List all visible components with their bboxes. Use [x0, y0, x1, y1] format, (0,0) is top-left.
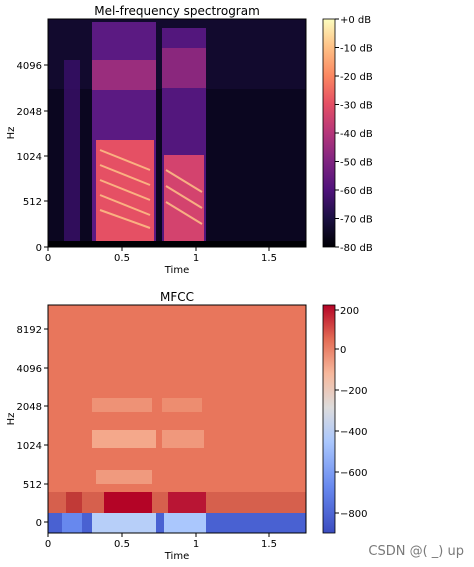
mfcc-band-light: [92, 430, 156, 448]
mfcc-coef1-peak-2: [104, 492, 152, 513]
spec-y-tick-label-2048: 2048: [17, 107, 42, 118]
cbar1-label-30: -30 dB: [340, 101, 373, 112]
cbar2-label-m400: −400: [340, 427, 367, 438]
cbar1-label-50: -50 dB: [340, 158, 373, 169]
mfcc-band-light-2: [162, 430, 204, 448]
cbar2-label-m600: −600: [340, 468, 367, 479]
mfcc-x-label: Time: [164, 551, 189, 562]
spec-x-tick-label-1.5: 1.5: [261, 253, 277, 264]
spectrogram-title: Mel-frequency spectrogram: [94, 4, 260, 18]
mfcc-x-tick-label-0: 0: [45, 539, 51, 550]
spectrogram-heatmap: [48, 19, 306, 247]
spectrogram-low-energy-2: [164, 155, 204, 245]
spectrogram-colorbar: [323, 19, 335, 247]
mfcc-colorbar: [323, 305, 335, 533]
cbar1-label-10: -10 dB: [340, 44, 373, 55]
mfcc-y-tick-label-1024: 1024: [17, 441, 42, 452]
mfcc-y-tick-label-512: 512: [23, 480, 42, 491]
mfcc-y-tick-label-8192: 8192: [17, 325, 42, 336]
mfcc-y-tick-label-2048: 2048: [17, 402, 42, 413]
mfcc-y-ticks: 8192 4096 2048 1024 512 0: [17, 325, 48, 529]
mfcc-x-ticks: 0 0.5 1 1.5: [45, 533, 277, 550]
spec-x-tick-label-0.5: 0.5: [114, 253, 130, 264]
spectrogram-hf-band-1: [92, 60, 156, 90]
spectrogram-y-ticks: 4096 2048 1024 512 0: [17, 61, 48, 254]
mfcc-y-label: Hz: [6, 413, 17, 426]
spec-x-tick-label-1: 1: [193, 253, 199, 264]
mfcc-band-mid: [92, 398, 152, 412]
mfcc-colorbar-ticks: 200 0 −200 −400 −600 −800: [335, 306, 367, 520]
mfcc-coef0-light-3: [164, 513, 206, 533]
cbar2-label-0: 0: [340, 345, 346, 356]
spectrogram-low-energy-1: [96, 140, 154, 245]
mfcc-band-low: [96, 470, 152, 484]
cbar2-label-m800: −800: [340, 509, 367, 520]
watermark-text: CSDN @( _) up: [368, 544, 464, 559]
spectrogram-colorbar-ticks: +0 dB -10 dB -20 dB -30 dB -40 dB -50 dB…: [335, 15, 373, 254]
cbar1-label-60: -60 dB: [340, 186, 373, 197]
spectrogram-hf-band-2: [162, 48, 206, 88]
mfcc-coef0-light-2: [92, 513, 156, 533]
mfcc-band-mid-2: [162, 398, 202, 412]
mfcc-heatmap: [48, 305, 306, 533]
mfcc-y-tick-label-0: 0: [36, 518, 42, 529]
mfcc-x-tick-label-1.5: 1.5: [261, 539, 277, 550]
mfcc-coef1-peak-1: [66, 492, 82, 513]
cbar1-label-40: -40 dB: [340, 129, 373, 140]
mfcc-title: MFCC: [160, 290, 194, 304]
mfcc-y-tick-label-4096: 4096: [17, 364, 42, 375]
cbar1-label-0: +0 dB: [340, 15, 371, 26]
cbar1-label-20: -20 dB: [340, 72, 373, 83]
mfcc-x-tick-label-1: 1: [193, 539, 199, 550]
mfcc-coef1-peak-3: [168, 492, 206, 513]
cbar2-label-m200: −200: [340, 386, 367, 397]
spec-y-tick-label-4096: 4096: [17, 61, 42, 72]
spectrogram-bottom-row: [48, 241, 306, 247]
cbar2-label-200: 200: [340, 306, 359, 317]
cbar1-label-80: -80 dB: [340, 243, 373, 254]
spec-y-tick-label-512: 512: [23, 197, 42, 208]
mfcc-coef0-light-1: [62, 513, 82, 533]
spectrogram-y-label: Hz: [6, 127, 17, 140]
spec-y-tick-label-0: 0: [36, 243, 42, 254]
cbar1-label-70: -70 dB: [340, 215, 373, 226]
spectrogram-x-ticks: 0 0.5 1 1.5: [45, 247, 277, 264]
spectrogram-segment-1: [64, 60, 80, 247]
spec-y-tick-label-1024: 1024: [17, 152, 42, 163]
spec-x-tick-label-0: 0: [45, 253, 51, 264]
mfcc-x-tick-label-0.5: 0.5: [114, 539, 130, 550]
spectrogram-x-label: Time: [164, 265, 189, 276]
